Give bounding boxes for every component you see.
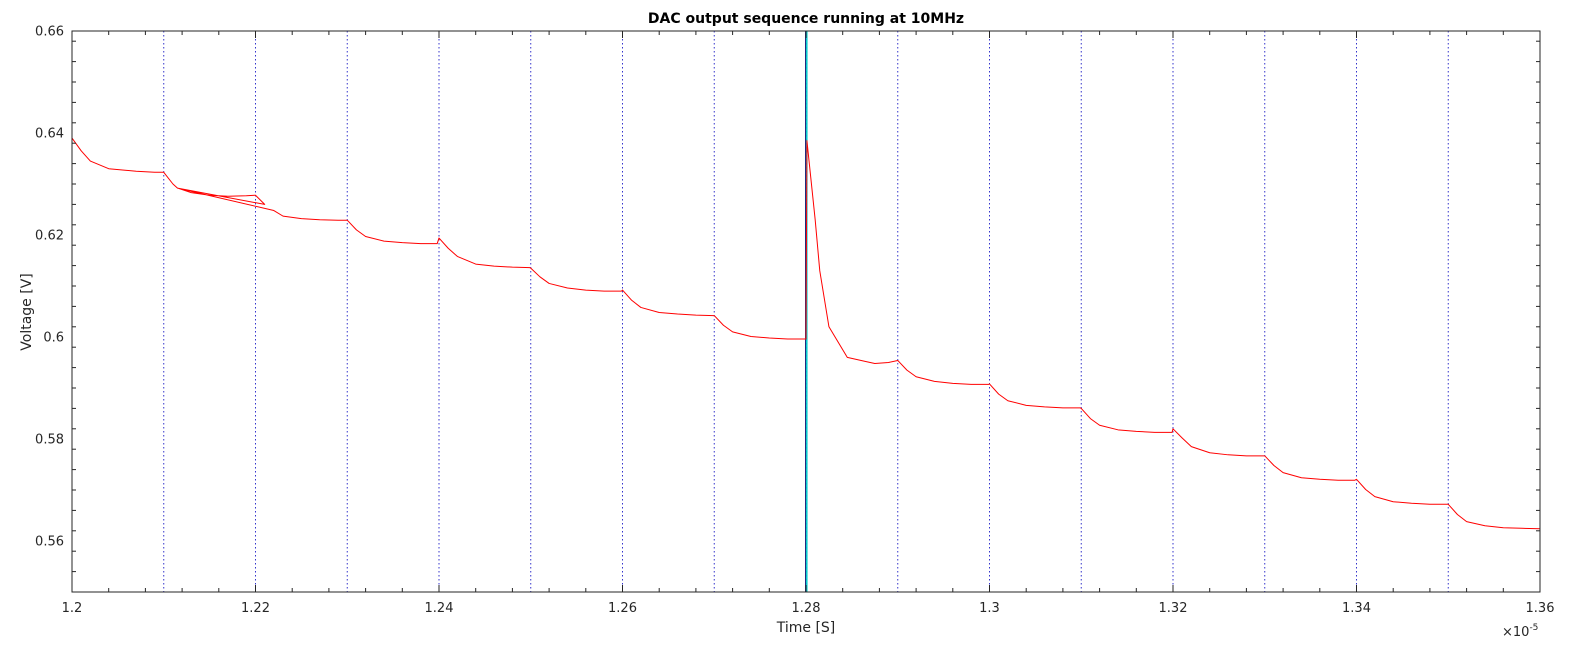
x-tick-label: 1.22 [241,601,270,616]
x-axis-ticks: 1.2 1.22 1.24 1.26 1.28 1.3 1.32 1.34 1.36 [62,31,1555,616]
y-tick-label: 0.58 [35,433,64,448]
y-axis-label: Voltage [V] [19,273,35,350]
y-tick-label: 0.56 [35,535,64,550]
x-exponent-power: -5 [1529,623,1538,633]
x-tick-label: 1.34 [1342,601,1371,616]
x-exponent-base: ×10 [1502,625,1529,640]
x-axis-exponent: ×10-5 [1502,623,1538,640]
x-tick-label: 1.36 [1526,601,1555,616]
x-tick-label: 1.26 [608,601,637,616]
series-layer [71,137,1541,530]
y-tick-label: 0.6 [43,331,64,346]
highlight-edge [805,31,808,592]
x-tick-label: 1.2 [62,601,83,616]
x-tick-label: 1.24 [425,601,454,616]
y-tick-label: 0.64 [35,127,64,142]
y-axis-ticks: 0.56 0.58 0.6 0.62 0.64 0.66 [35,25,1540,593]
x-tick-label: 1.28 [792,601,821,616]
y-tick-label: 0.62 [35,229,64,244]
x-axis-label: Time [S] [776,620,836,636]
x-tick-label: 1.32 [1159,601,1188,616]
y-tick-label: 0.66 [35,25,64,40]
chart-title: DAC output sequence running at 10MHz [648,11,964,27]
series-line-0 [71,137,1541,530]
x-tick-label: 1.3 [979,601,1000,616]
